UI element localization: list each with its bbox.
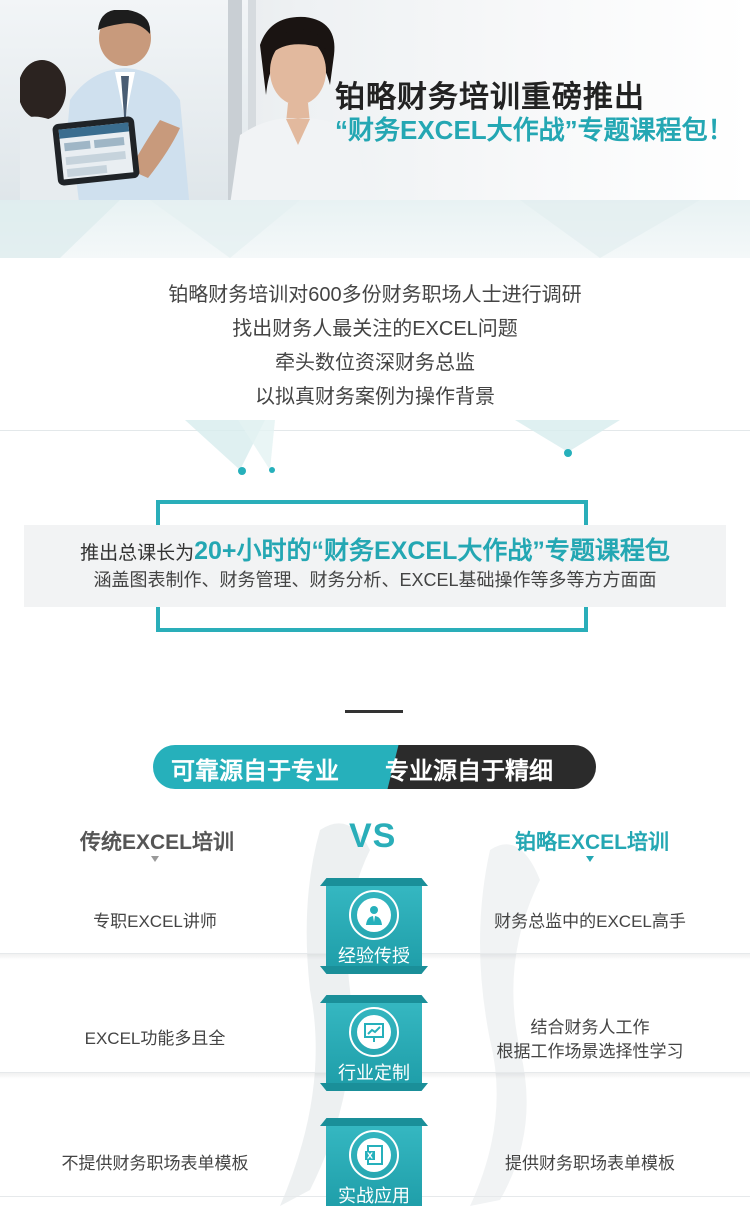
caret-down-icon [586,856,594,862]
intro-line: 铂略财务培训对600多份财务职场人士进行调研 [168,284,582,306]
tablet-illustration [51,115,141,187]
badge-label: 经验传授 [338,946,410,966]
highlight-band [24,525,726,607]
section-rule [345,710,403,713]
decorative-rays [0,200,700,258]
badge-practice: X 实战应用 [320,1118,428,1206]
badge-label: 实战应用 [338,1186,410,1206]
bolue-training-heading: 铂略EXCEL培训 [515,831,670,854]
hero-subtitle: “财务EXCEL大作战”专题课程包！ [335,115,734,145]
hero-pillar [248,0,256,200]
hero-shadow-band [0,200,750,258]
compare-left-cell: 专职EXCEL讲师 [93,912,217,931]
caret-down-icon [151,856,159,862]
compare-left-cell: EXCEL功能多且全 [84,1029,226,1048]
intro-line: 以拟真财务案例为操作背景 [255,386,495,408]
excel-file-icon: X [357,1138,391,1172]
compare-right-cell: 财务总监中的EXCEL高手 [494,912,686,931]
intro-text: 铂略财务培训对600多份财务职场人士进行调研 找出财务人最关注的EXCEL问题 … [0,278,750,414]
compare-right-line: 结合财务人工作 [530,1018,650,1037]
highlight-subline: 涵盖图表制作、财务管理、财务分析、EXCEL基础操作等多等方方面面 [93,570,657,590]
traditional-training-heading: 传统EXCEL培训 [80,831,235,854]
badge-label: 行业定制 [338,1063,410,1083]
compare-right-cell: 结合财务人工作 根据工作场景选择性学习 [440,1016,740,1064]
highlight-prefix: 推出总课长为 [80,543,195,564]
badge-experience: 经验传授 [320,878,428,974]
teacher-icon [357,898,391,932]
intro-line: 找出财务人最关注的EXCEL问题 [232,318,518,340]
businesswoman-illustration [230,16,369,200]
decorative-rays [185,420,620,475]
highlight-emphasis: 20+小时的“财务EXCEL大作战”专题课程包 [194,537,670,565]
badge-customization: 行业定制 [320,995,428,1091]
pill-left-text: 可靠源自于专业 [171,758,339,785]
highlight-line: 推出总课长为20+小时的“财务EXCEL大作战”专题课程包 [24,531,726,567]
hero-title: 铂略财务培训重磅推出 [335,81,645,114]
section-title-pill: 可靠源自于专业 专业源自于精细 [153,745,596,789]
section-divider [0,430,750,431]
presentation-chart-icon [357,1015,391,1049]
intro-line: 牵头数位资深财务总监 [275,352,475,374]
pill-right-text: 专业源自于精细 [385,758,553,785]
compare-right-line: 根据工作场景选择性学习 [496,1042,684,1061]
compare-right-cell: 提供财务职场表单模板 [505,1154,675,1173]
hero-banner: 铂略财务培训重磅推出 “财务EXCEL大作战”专题课程包！ [0,0,750,200]
svg-text:X: X [367,1152,374,1161]
compare-left-cell: 不提供财务职场表单模板 [61,1154,249,1173]
vs-label: VS [349,817,397,855]
